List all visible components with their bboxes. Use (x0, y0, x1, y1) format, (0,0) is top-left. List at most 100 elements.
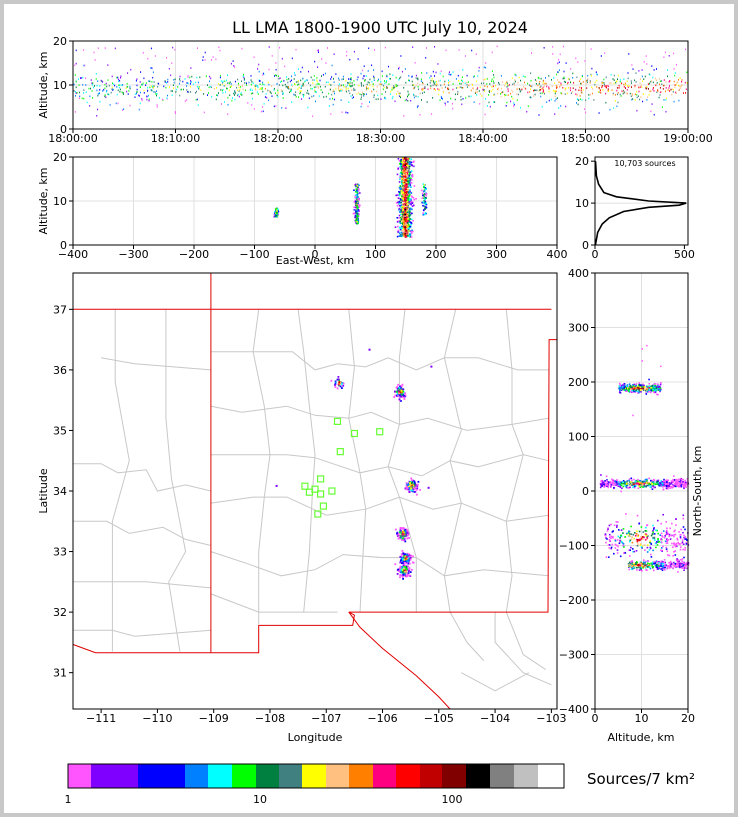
ew-source-point (402, 167, 404, 170)
time-source-point (669, 90, 671, 92)
time-source-point (529, 84, 531, 86)
ns-source-point (612, 536, 614, 538)
ew-source-point (407, 228, 410, 231)
ew-source-point (402, 165, 404, 168)
time-source-point (519, 88, 521, 91)
time-source-point (482, 88, 484, 91)
time-source-point (429, 82, 431, 84)
time-source-point (448, 91, 450, 94)
time-source-point (198, 86, 200, 88)
time-source-point (321, 75, 322, 77)
ew-source-point (402, 181, 404, 184)
time-source-point (403, 115, 405, 117)
time-source-point (472, 84, 473, 86)
ns-source-point (634, 480, 637, 482)
ns-source-point (626, 484, 628, 486)
ew-source-point (410, 198, 412, 200)
time-source-point (452, 102, 453, 105)
time-source-point (294, 83, 296, 86)
map-source-point (401, 558, 404, 561)
time-source-point (590, 74, 592, 77)
time-source-point (352, 94, 353, 96)
time-source-point (605, 101, 607, 104)
map-source-point (404, 530, 407, 533)
time-source-point (627, 85, 629, 87)
time-source-point (534, 89, 535, 92)
time-source-point (436, 83, 438, 85)
time-source-point (329, 88, 331, 91)
map-ytick-label: 31 (53, 667, 67, 680)
time-source-point (351, 89, 353, 91)
map-source-point (409, 574, 411, 577)
ew-source-point (415, 198, 417, 200)
ns-source-point (645, 560, 647, 563)
ns-source-point (647, 566, 649, 568)
time-source-point (95, 73, 97, 75)
time-source-point (444, 102, 446, 105)
time-source-point (159, 97, 161, 99)
map-source-point (399, 529, 402, 532)
ns-source-point (630, 477, 633, 480)
time-source-point (322, 74, 324, 76)
time-source-point (345, 111, 347, 114)
ew-source-point (421, 192, 424, 195)
ew-source-point (358, 198, 360, 201)
ew-source-point (408, 227, 411, 229)
time-source-point (373, 88, 375, 91)
ns-source-point (681, 560, 683, 563)
time-source-point (414, 62, 416, 64)
time-source-point (261, 88, 263, 90)
time-source-point (111, 86, 113, 89)
time-source-point (303, 85, 305, 87)
time-source-point (642, 80, 644, 82)
map-source-point (403, 395, 405, 397)
map-source-point (397, 395, 400, 397)
time-source-point (643, 61, 645, 63)
time-source-point (457, 93, 458, 95)
ns-source-point (681, 558, 684, 560)
ew-xtick-label: −200 (179, 248, 209, 261)
map-source-point (407, 482, 410, 485)
time-source-point (457, 74, 459, 77)
time-source-point (530, 96, 532, 99)
time-source-point (369, 101, 370, 103)
time-source-point (420, 80, 422, 82)
time-source-point (541, 105, 543, 108)
ns-source-point (639, 479, 641, 482)
map-xtick-label: −103 (536, 712, 566, 725)
time-source-point (590, 73, 592, 76)
ew-source-point (275, 216, 278, 218)
map-source-point (401, 557, 403, 560)
map-source-point (399, 565, 402, 568)
map-source-point (393, 396, 396, 398)
ew-source-point (399, 188, 402, 190)
map-xticks: −111 −110 −109 −108 −107 −106 −105 −104 −103 (86, 709, 566, 725)
ns-source-point (626, 384, 629, 386)
map-source-point (334, 386, 337, 388)
time-source-point (187, 91, 189, 93)
map-source-point (407, 556, 410, 559)
ns-source-point (679, 477, 682, 480)
time-source-point (298, 86, 300, 89)
ns-source-point (643, 483, 646, 485)
time-source-point (638, 86, 640, 89)
time-source-point (421, 88, 423, 90)
time-source-point (667, 75, 668, 78)
ns-source-point (629, 539, 632, 542)
time-source-point (486, 78, 488, 80)
time-source-point (492, 80, 494, 82)
time-source-point (457, 86, 459, 89)
map-source-point (405, 566, 408, 569)
time-source-point (512, 83, 514, 86)
time-source-point (215, 98, 217, 101)
time-source-point (559, 53, 561, 56)
ns-source-point (618, 542, 621, 545)
ns-source-point (660, 560, 663, 562)
ns-source-point (643, 544, 646, 546)
ns-source-point (612, 483, 614, 485)
ew-source-point (401, 197, 403, 199)
ew-source-point (403, 210, 405, 213)
ew-source-point (406, 167, 408, 169)
ns-source-point (630, 546, 632, 549)
time-ytick-label: 10 (53, 79, 67, 92)
